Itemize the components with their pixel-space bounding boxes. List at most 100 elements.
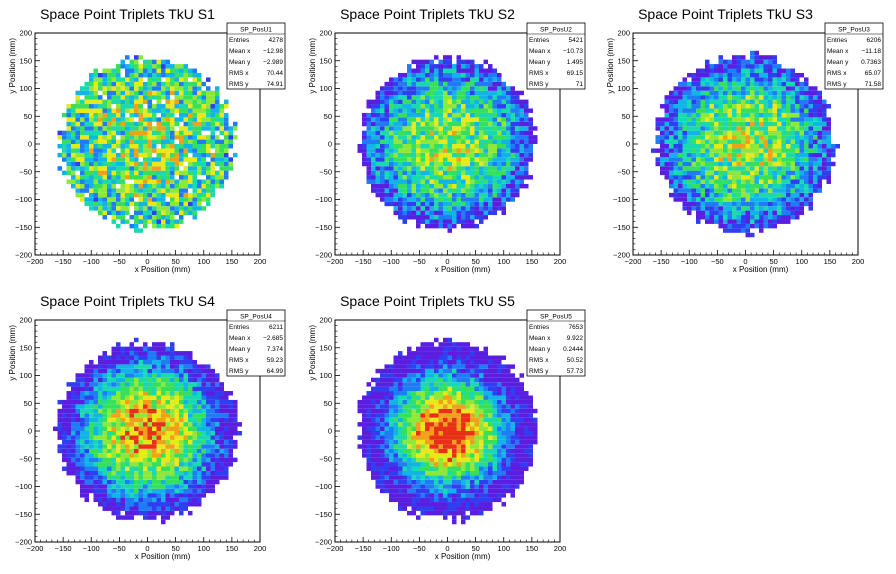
heatmap-bin bbox=[134, 77, 139, 82]
heatmap-bin bbox=[156, 210, 161, 216]
heatmap-bin bbox=[89, 417, 94, 423]
heatmap-bin bbox=[723, 121, 728, 127]
heatmap-bin bbox=[474, 161, 479, 167]
heatmap-bin bbox=[443, 175, 448, 180]
heatmap-bin bbox=[192, 117, 197, 122]
heatmap-bin bbox=[709, 206, 714, 211]
heatmap-bin bbox=[384, 152, 389, 158]
heatmap-bin bbox=[763, 68, 768, 73]
heatmap-bin bbox=[147, 515, 152, 520]
heatmap-bin bbox=[678, 179, 683, 184]
heatmap-bin bbox=[147, 108, 152, 113]
heatmap-bin bbox=[84, 497, 89, 503]
heatmap-bin bbox=[375, 126, 380, 131]
heatmap-bin bbox=[750, 104, 755, 109]
heatmap-bin bbox=[470, 64, 475, 69]
heatmap-bin bbox=[179, 201, 184, 207]
heatmap-bin bbox=[389, 148, 394, 153]
heatmap-bin bbox=[134, 435, 139, 440]
heatmap-bin bbox=[664, 148, 669, 153]
heatmap-bin bbox=[470, 210, 475, 216]
heatmap-bin bbox=[120, 408, 125, 414]
heatmap-bin bbox=[93, 479, 98, 485]
heatmap-bin bbox=[750, 130, 755, 136]
heatmap-bin bbox=[134, 104, 139, 109]
heatmap-bin bbox=[754, 68, 759, 73]
heatmap-bin bbox=[759, 228, 764, 233]
heatmap-bin bbox=[143, 497, 148, 503]
heatmap-bin bbox=[170, 453, 175, 458]
heatmap-bin bbox=[75, 435, 80, 440]
heatmap-bin bbox=[696, 104, 701, 109]
heatmap-bin bbox=[380, 130, 385, 136]
heatmap-bin bbox=[384, 117, 389, 122]
heatmap-bin bbox=[210, 90, 215, 96]
heatmap-bin bbox=[161, 510, 166, 516]
heatmap-bin bbox=[411, 183, 416, 189]
heatmap-bin bbox=[709, 81, 714, 87]
heatmap-bin bbox=[71, 453, 76, 458]
heatmap-bin bbox=[461, 139, 466, 144]
heatmap-bin bbox=[411, 108, 416, 113]
heatmap-bin bbox=[687, 157, 692, 162]
heatmap-bin bbox=[66, 121, 71, 127]
heatmap-bin bbox=[138, 130, 143, 136]
heatmap-bin bbox=[125, 364, 130, 369]
heatmap-bin bbox=[80, 161, 85, 167]
heatmap-bin bbox=[197, 395, 202, 400]
heatmap-bin bbox=[116, 86, 121, 91]
heatmap-bin bbox=[129, 175, 134, 180]
heatmap-bin bbox=[111, 368, 116, 374]
heatmap-bin bbox=[727, 112, 732, 118]
heatmap-bin bbox=[501, 117, 506, 122]
heatmap-bin bbox=[745, 108, 750, 113]
heatmap-bin bbox=[741, 139, 746, 144]
heatmap-bin bbox=[98, 466, 103, 471]
stats-value: 6206 bbox=[867, 37, 882, 44]
heatmap-bin bbox=[116, 386, 121, 392]
heatmap-bin bbox=[116, 152, 121, 158]
heatmap-bin bbox=[165, 351, 170, 356]
heatmap-bin bbox=[197, 457, 202, 463]
heatmap-bin bbox=[152, 179, 157, 184]
heatmap-bin bbox=[402, 86, 407, 91]
heatmap-bin bbox=[224, 175, 229, 180]
heatmap-bin bbox=[152, 81, 157, 87]
heatmap-bin bbox=[224, 166, 229, 171]
heatmap-bin bbox=[192, 81, 197, 87]
heatmap-bin bbox=[107, 466, 112, 471]
heatmap-bin bbox=[210, 170, 215, 176]
heatmap-bin bbox=[62, 444, 67, 449]
heatmap-bin bbox=[156, 448, 161, 454]
heatmap-bin bbox=[407, 126, 412, 131]
heatmap-bin bbox=[57, 399, 62, 405]
heatmap-bin bbox=[129, 192, 134, 198]
heatmap-bin bbox=[416, 86, 421, 91]
heatmap-bin bbox=[201, 179, 206, 184]
heatmap-bin bbox=[781, 197, 786, 202]
heatmap-bin bbox=[134, 170, 139, 176]
heatmap-bin bbox=[474, 201, 479, 207]
heatmap-bin bbox=[705, 72, 710, 78]
heatmap-bin bbox=[201, 90, 206, 96]
heatmap-bin bbox=[411, 166, 416, 171]
heatmap-bin bbox=[519, 170, 524, 176]
heatmap-bin bbox=[147, 175, 152, 180]
heatmap-bin bbox=[501, 81, 506, 87]
heatmap-bin bbox=[447, 144, 452, 149]
heatmap-bin bbox=[143, 135, 148, 140]
heatmap-bin bbox=[107, 104, 112, 109]
heatmap-bin bbox=[75, 457, 80, 463]
heatmap-bin bbox=[691, 206, 696, 211]
heatmap-bin bbox=[206, 95, 211, 100]
heatmap-bin bbox=[138, 377, 143, 383]
heatmap-bin bbox=[795, 126, 800, 131]
heatmap-bin bbox=[519, 148, 524, 153]
heatmap-bin bbox=[732, 64, 737, 69]
heatmap-bin bbox=[102, 484, 107, 489]
heatmap-bin bbox=[380, 188, 385, 193]
heatmap-bin bbox=[822, 121, 827, 127]
heatmap-bin bbox=[174, 368, 179, 374]
heatmap-bin bbox=[492, 166, 497, 171]
